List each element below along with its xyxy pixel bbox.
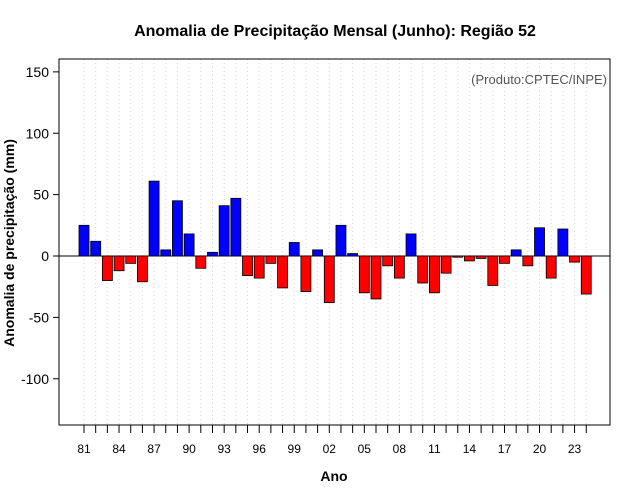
bar-2001 [312, 249, 324, 257]
plot-frame [58, 58, 611, 426]
y-axis: -100 -50 0 50 100 150 [21, 64, 59, 387]
bar-2000 [300, 255, 312, 292]
bar-2016 [487, 255, 499, 286]
bar-1995 [242, 255, 253, 277]
x-tick-label: 96 [253, 442, 267, 456]
bar-1990 [183, 233, 195, 257]
bar-1998 [277, 255, 288, 289]
x-tick-label: 02 [323, 442, 337, 456]
bar-2004 [347, 253, 359, 257]
bar-2002 [323, 255, 335, 304]
bar-1981 [78, 224, 90, 257]
bar-2018 [510, 249, 522, 257]
x-tick-label: 11 [428, 442, 441, 456]
y-tick-label: 50 [33, 187, 49, 203]
y-tick-label: 100 [26, 125, 50, 141]
chart-title: Anomalia de Precipitação Mensal (Junho):… [134, 23, 536, 40]
bar-1989 [172, 200, 183, 257]
y-tick-label: -100 [21, 371, 49, 387]
bar-2017 [499, 255, 510, 264]
bar-1997 [265, 255, 277, 264]
bar-2013 [452, 255, 464, 258]
bar-2007 [382, 255, 394, 267]
x-tick-label: 20 [533, 442, 547, 456]
x-tick-label: 14 [463, 442, 477, 456]
x-tick-label: 90 [182, 442, 196, 456]
bar-2008 [393, 255, 405, 279]
bar-1993 [218, 205, 230, 257]
bar-1994 [230, 197, 242, 257]
bar-1983 [101, 255, 113, 281]
x-tick-label: 87 [147, 442, 161, 456]
bar-2022 [557, 228, 569, 257]
bar-1985 [125, 255, 137, 264]
y-axis-label: Anomalia de precipitação (mm) [1, 139, 17, 347]
x-tick-label: 08 [393, 442, 407, 456]
x-tick-label: 81 [77, 442, 91, 456]
bar-1996 [253, 255, 265, 279]
x-tick-label: 23 [568, 442, 582, 456]
x-tick-label: 93 [217, 442, 231, 456]
bar-2019 [522, 255, 534, 267]
bar-2024 [580, 255, 592, 295]
bar-1984 [113, 255, 125, 272]
vertical-gridlines [83, 59, 587, 425]
credit-text: (Produto:CPTEC/INPE) [471, 72, 607, 87]
bar-2015 [475, 255, 487, 259]
bar-2005 [358, 255, 370, 294]
x-axis-label: Ano [320, 468, 347, 484]
bar-2014 [464, 255, 475, 262]
x-tick-label: 84 [112, 442, 126, 456]
bar-2009 [405, 233, 417, 257]
y-tick-label: 0 [41, 248, 49, 264]
y-tick-label: -50 [29, 309, 49, 325]
bar-1982 [90, 240, 102, 257]
bar-2011 [428, 255, 440, 294]
bar-2021 [545, 255, 557, 279]
bar-2006 [370, 255, 382, 300]
bar-1991 [195, 255, 207, 269]
bar-1999 [288, 242, 300, 257]
x-axis: 81 84 87 90 93 96 99 02 05 08 11 14 17 20 23 [77, 425, 587, 456]
bar-1988 [160, 249, 172, 257]
bar-1986 [136, 255, 148, 283]
bar-2003 [335, 224, 347, 257]
bar-2010 [417, 255, 429, 284]
x-tick-label: 99 [288, 442, 302, 456]
bar-1992 [207, 251, 218, 257]
bar-series [78, 180, 592, 304]
bar-1987 [148, 180, 160, 257]
bar-2023 [569, 255, 580, 263]
x-tick-label: 05 [358, 442, 372, 456]
bar-2020 [534, 227, 545, 257]
y-tick-label: 150 [26, 64, 50, 80]
bar-2012 [440, 255, 452, 274]
x-tick-label: 17 [498, 442, 512, 456]
